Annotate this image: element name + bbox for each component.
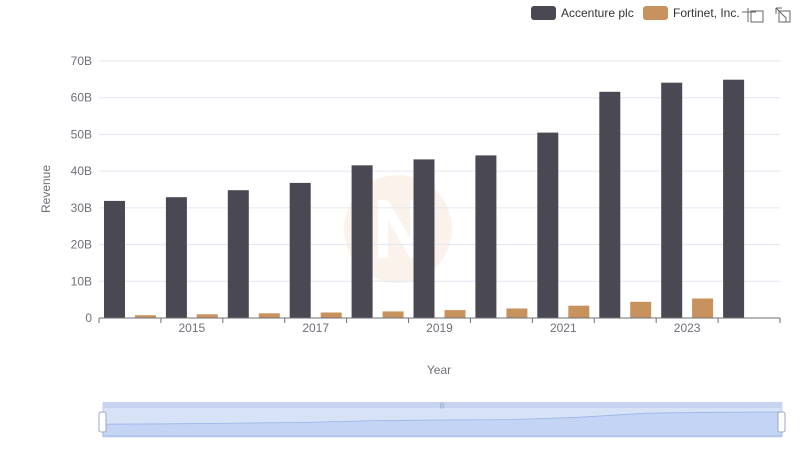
data-zoom-handle-right[interactable] — [777, 411, 786, 433]
bar-fortinet-2022[interactable] — [630, 301, 652, 318]
y-tick-label: 60B — [71, 91, 92, 105]
legend-label-fortinet: Fortinet, Inc. — [673, 6, 740, 20]
bar-fortinet-2020[interactable] — [506, 308, 528, 319]
data-zoom-handle-left[interactable] — [98, 411, 107, 433]
bar-fortinet-2015[interactable] — [196, 314, 218, 318]
data-zoom-slider[interactable]: ||| — [98, 402, 786, 438]
y-tick-label: 10B — [71, 274, 92, 288]
bar-fortinet-2018[interactable] — [382, 311, 404, 318]
bar-fortinet-2016[interactable] — [258, 313, 280, 318]
bar-accenture-2014[interactable] — [104, 200, 125, 318]
bars — [104, 79, 745, 319]
bar-accenture-2024[interactable] — [723, 79, 745, 318]
y-tick-label: 0 — [85, 311, 92, 325]
zoom-icon[interactable] — [742, 8, 764, 23]
y-axis-ticks: 0 10B 20B 30B 40B 50B 60B 70B — [71, 54, 93, 325]
bar-accenture-2020[interactable] — [475, 155, 497, 318]
bar-accenture-2021[interactable] — [537, 132, 559, 318]
x-tick-label: 2015 — [179, 321, 206, 335]
bar-accenture-2017[interactable] — [289, 182, 311, 318]
x-tick-label: 2017 — [302, 321, 329, 335]
y-axis-title: Revenue — [39, 165, 53, 213]
x-tick-label: 2021 — [550, 321, 577, 335]
bar-fortinet-2021[interactable] — [568, 305, 590, 318]
data-zoom-top-bar[interactable] — [103, 402, 782, 408]
bar-accenture-2023[interactable] — [661, 82, 683, 318]
bar-accenture-2022[interactable] — [599, 91, 621, 318]
restore-icon[interactable] — [775, 7, 791, 23]
x-axis-title: Year — [427, 363, 451, 377]
y-tick-label: 30B — [71, 201, 92, 215]
x-axis-ticks: 2015 2017 2019 2021 2023 — [179, 321, 701, 335]
y-tick-label: 70B — [71, 54, 92, 68]
bar-accenture-2018[interactable] — [351, 165, 373, 318]
legend-label-accenture: Accenture plc — [561, 6, 634, 20]
bar-fortinet-2017[interactable] — [320, 312, 342, 319]
data-zoom-preview-area — [102, 411, 783, 437]
y-tick-label: 20B — [71, 238, 92, 252]
legend-swatch-accenture — [531, 6, 556, 20]
x-tick-label: 2023 — [674, 321, 701, 335]
legend-item-fortinet[interactable]: Fortinet, Inc. — [643, 6, 740, 20]
y-tick-label: 50B — [71, 127, 92, 141]
legend-item-accenture[interactable]: Accenture plc — [531, 6, 634, 20]
data-zoom-selected-range[interactable] — [103, 403, 782, 437]
legend: Accenture plc Fortinet, Inc. — [531, 6, 740, 20]
bar-accenture-2015[interactable] — [165, 197, 187, 318]
bar-accenture-2016[interactable] — [227, 190, 249, 318]
bar-fortinet-2014[interactable] — [134, 315, 156, 318]
bar-accenture-2019[interactable] — [413, 159, 435, 318]
x-tick-label: 2019 — [426, 321, 453, 335]
data-zoom-move-handle[interactable]: ||| — [440, 403, 445, 409]
bar-fortinet-2023[interactable] — [692, 298, 714, 319]
bar-fortinet-2019[interactable] — [444, 310, 466, 318]
y-tick-label: 40B — [71, 164, 92, 178]
legend-swatch-fortinet — [643, 6, 668, 20]
x-axis — [98, 317, 781, 323]
